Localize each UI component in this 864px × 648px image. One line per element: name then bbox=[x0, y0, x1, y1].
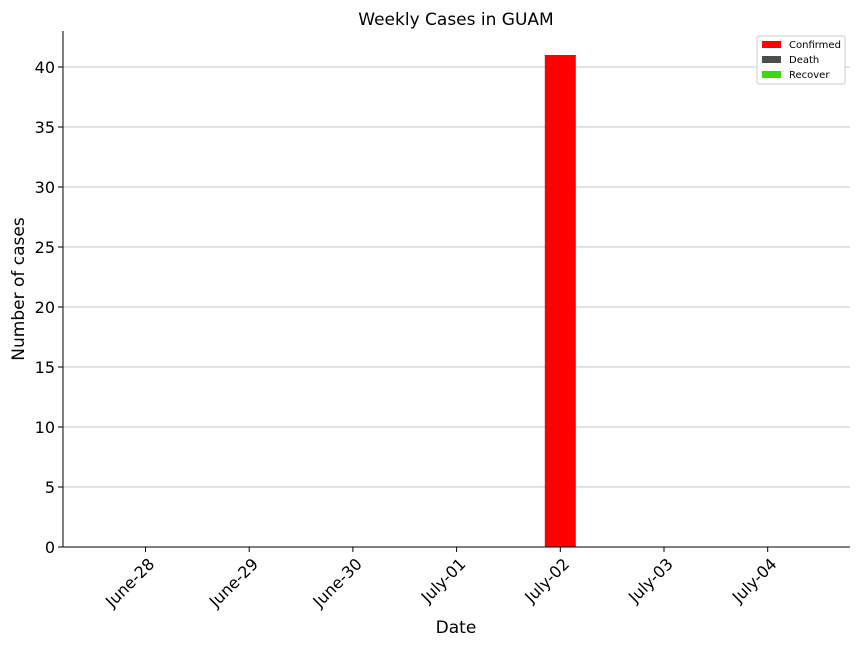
x-tick-label: July-03 bbox=[624, 554, 677, 607]
axes bbox=[62, 31, 850, 548]
x-tick-label: June-30 bbox=[308, 554, 365, 611]
legend-label-confirmed: Confirmed bbox=[789, 40, 841, 51]
legend-swatch-death bbox=[762, 56, 781, 63]
x-ticks: June-28 June-29 June-30 July-01 July-02 July-… bbox=[101, 547, 781, 612]
legend-label-death: Death bbox=[789, 55, 819, 66]
bars bbox=[544, 55, 576, 547]
y-tick-label: 15 bbox=[35, 358, 55, 377]
chart-title: Weekly Cases in GUAM bbox=[358, 10, 553, 30]
gridlines bbox=[63, 66, 850, 488]
x-tick-label: June-28 bbox=[101, 554, 158, 611]
legend-swatch-confirmed bbox=[762, 41, 781, 48]
y-tick-label: 0 bbox=[45, 538, 55, 557]
y-ticks: 0 5 10 15 20 25 30 35 40 bbox=[35, 58, 63, 557]
x-tick-label: June-29 bbox=[205, 554, 262, 611]
x-tick-label: July-01 bbox=[417, 554, 470, 607]
x-tick-label: July-02 bbox=[520, 554, 573, 607]
legend-swatch-recover bbox=[762, 71, 781, 78]
y-tick-label: 30 bbox=[35, 178, 55, 197]
y-tick-label: 25 bbox=[35, 238, 55, 257]
y-tick-label: 5 bbox=[45, 478, 55, 497]
legend-label-recover: Recover bbox=[789, 70, 830, 81]
y-tick-label: 20 bbox=[35, 298, 55, 317]
x-tick-label: July-04 bbox=[728, 554, 781, 607]
y-tick-label: 10 bbox=[35, 418, 55, 437]
x-axis-label: Date bbox=[436, 618, 477, 638]
bar-confirmed-july-02 bbox=[544, 55, 576, 547]
y-axis-label: Number of cases bbox=[9, 217, 29, 361]
y-tick-label: 35 bbox=[35, 118, 55, 137]
y-tick-label: 40 bbox=[35, 58, 55, 77]
legend: Confirmed Death Recover bbox=[756, 35, 846, 85]
